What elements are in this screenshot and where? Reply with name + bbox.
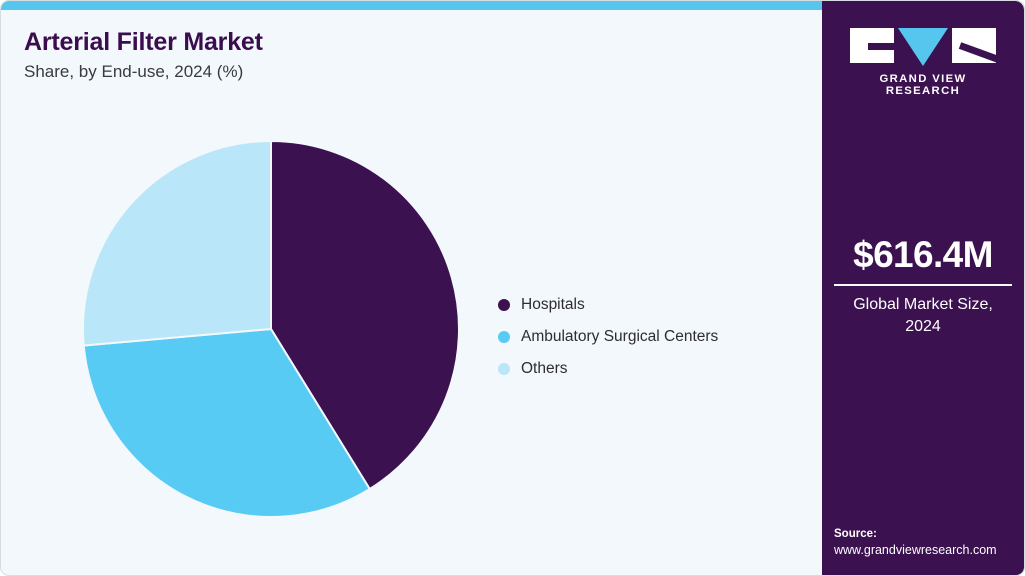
legend-swatch-icon [498,299,510,311]
logo-letter-r-icon [952,28,996,63]
logo-marks [850,28,996,66]
pie-chart-svg [83,141,459,517]
source-block: Source: www.grandviewresearch.com [834,526,1016,559]
title-block: Arterial Filter Market Share, by End-use… [24,27,263,82]
side-panel: GRAND VIEW RESEARCH $616.4M Global Marke… [822,1,1024,575]
logo-wordmark: GRAND VIEW RESEARCH [879,73,967,97]
pie-slice[interactable] [83,141,272,347]
legend-item-others[interactable]: Others [498,353,798,385]
legend-item-hospitals[interactable]: Hospitals [498,289,798,321]
grand-view-research-logo: GRAND VIEW RESEARCH [850,28,996,97]
legend-label: Hospitals [521,296,585,313]
legend-swatch-icon [498,363,510,375]
legend-label: Ambulatory Surgical Centers [521,328,719,345]
legend-label: Others [521,360,568,377]
pie-slices [83,141,459,517]
stat-divider [834,284,1012,286]
top-accent-bar [1,1,824,10]
pie-chart [83,141,459,517]
legend-swatch-icon [498,331,510,343]
pie-slice[interactable] [270,141,459,491]
legend-item-ambulatory-surgical-centers[interactable]: Ambulatory Surgical Centers [498,321,798,353]
logo-letter-g-icon [850,28,894,63]
market-size-stat: $616.4M Global Market Size, 2024 [834,233,1012,338]
page-subtitle: Share, by End-use, 2024 (%) [24,62,244,81]
pie-slice[interactable] [83,327,372,517]
stat-caption: Global Market Size, 2024 [853,295,993,335]
chart-legend: Hospitals Ambulatory Surgical Centers Ot… [498,289,798,385]
chart-pane: Arterial Filter Market Share, by End-use… [1,10,824,575]
logo-triangle-v-icon [898,28,948,66]
source-url[interactable]: www.grandviewresearch.com [834,543,997,557]
source-label: Source: [834,528,877,540]
stat-value: $616.4M [853,234,993,275]
page-title: Arterial Filter Market [24,28,263,56]
